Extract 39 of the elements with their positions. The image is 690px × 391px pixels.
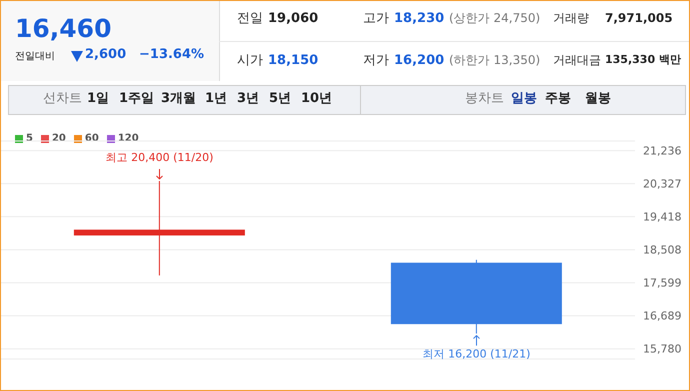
y-tick-label: 20,327 (643, 178, 682, 191)
text: 2,600 (85, 47, 126, 64)
text: 주봉 (545, 91, 571, 108)
text: 거래량 (553, 11, 589, 27)
y-tick-label: 16,689 (643, 310, 682, 323)
text: 전일 (237, 11, 263, 28)
text: 1년 (205, 91, 228, 108)
text: 135,330 백만 (605, 53, 681, 68)
text: 1일 (87, 91, 110, 108)
text: 시가 (237, 53, 263, 70)
text: −13.64% (139, 47, 204, 64)
text: 일봉 (511, 91, 537, 108)
text: 16,200 (394, 53, 444, 70)
text: 18,150 (268, 53, 318, 70)
text: 3년 (237, 91, 260, 108)
annotation: 최고 20,400 (11/20) (106, 150, 214, 164)
annotation: 최저 16,200 (11/21) (422, 348, 530, 361)
text: (하한가 13,350) (449, 53, 540, 69)
text: 16,460 (15, 13, 112, 45)
text: 3개월 (161, 91, 196, 108)
text: 선차트 (43, 91, 82, 108)
text: 고가 (363, 11, 389, 28)
y-tick-label: 21,236 (643, 144, 682, 158)
text: 1주일 (119, 91, 154, 108)
y-tick-label: 15,780 (643, 342, 682, 356)
y-tick-label: 17,599 (643, 276, 682, 290)
y-tick-label: 18,508 (643, 244, 682, 257)
text: 5년 (269, 91, 292, 108)
y-tick-label: 19,418 (643, 210, 682, 224)
text: 거래대금 (553, 53, 601, 69)
text: 봉차트 (465, 91, 504, 108)
text: 월봉 (585, 91, 611, 108)
text: 전일대비 (15, 50, 55, 63)
text: 7,971,005 (605, 11, 673, 27)
text: 저가 (363, 53, 389, 70)
text: 18,230 (394, 11, 444, 28)
text: 19,060 (268, 11, 318, 28)
text: 10년 (301, 91, 332, 108)
text: (상한가 24,750) (449, 11, 540, 27)
